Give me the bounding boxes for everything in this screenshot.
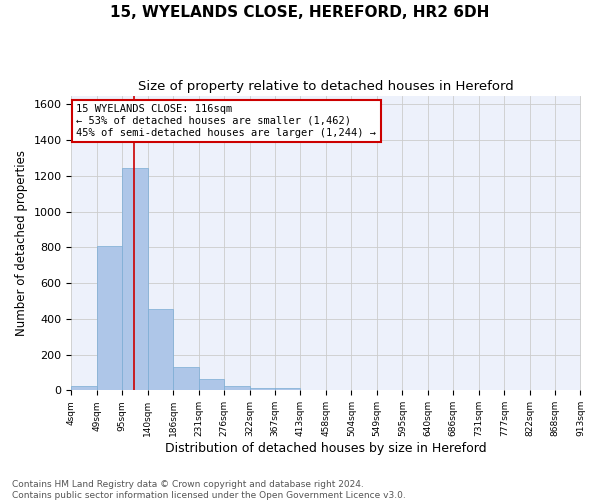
X-axis label: Distribution of detached houses by size in Hereford: Distribution of detached houses by size … [165, 442, 487, 455]
Text: Contains HM Land Registry data © Crown copyright and database right 2024.
Contai: Contains HM Land Registry data © Crown c… [12, 480, 406, 500]
Title: Size of property relative to detached houses in Hereford: Size of property relative to detached ho… [138, 80, 514, 93]
Text: 15, WYELANDS CLOSE, HEREFORD, HR2 6DH: 15, WYELANDS CLOSE, HEREFORD, HR2 6DH [110, 5, 490, 20]
Bar [148, 309, 173, 390]
Bar [199, 378, 224, 390]
Bar [275, 388, 301, 390]
Bar [224, 386, 250, 390]
Text: 15 WYELANDS CLOSE: 116sqm
← 53% of detached houses are smaller (1,462)
45% of se: 15 WYELANDS CLOSE: 116sqm ← 53% of detac… [76, 104, 376, 138]
Y-axis label: Number of detached properties: Number of detached properties [15, 150, 28, 336]
Bar [250, 388, 275, 390]
Bar [173, 367, 199, 390]
Bar [97, 246, 122, 390]
Bar [71, 386, 97, 390]
Bar [122, 168, 148, 390]
